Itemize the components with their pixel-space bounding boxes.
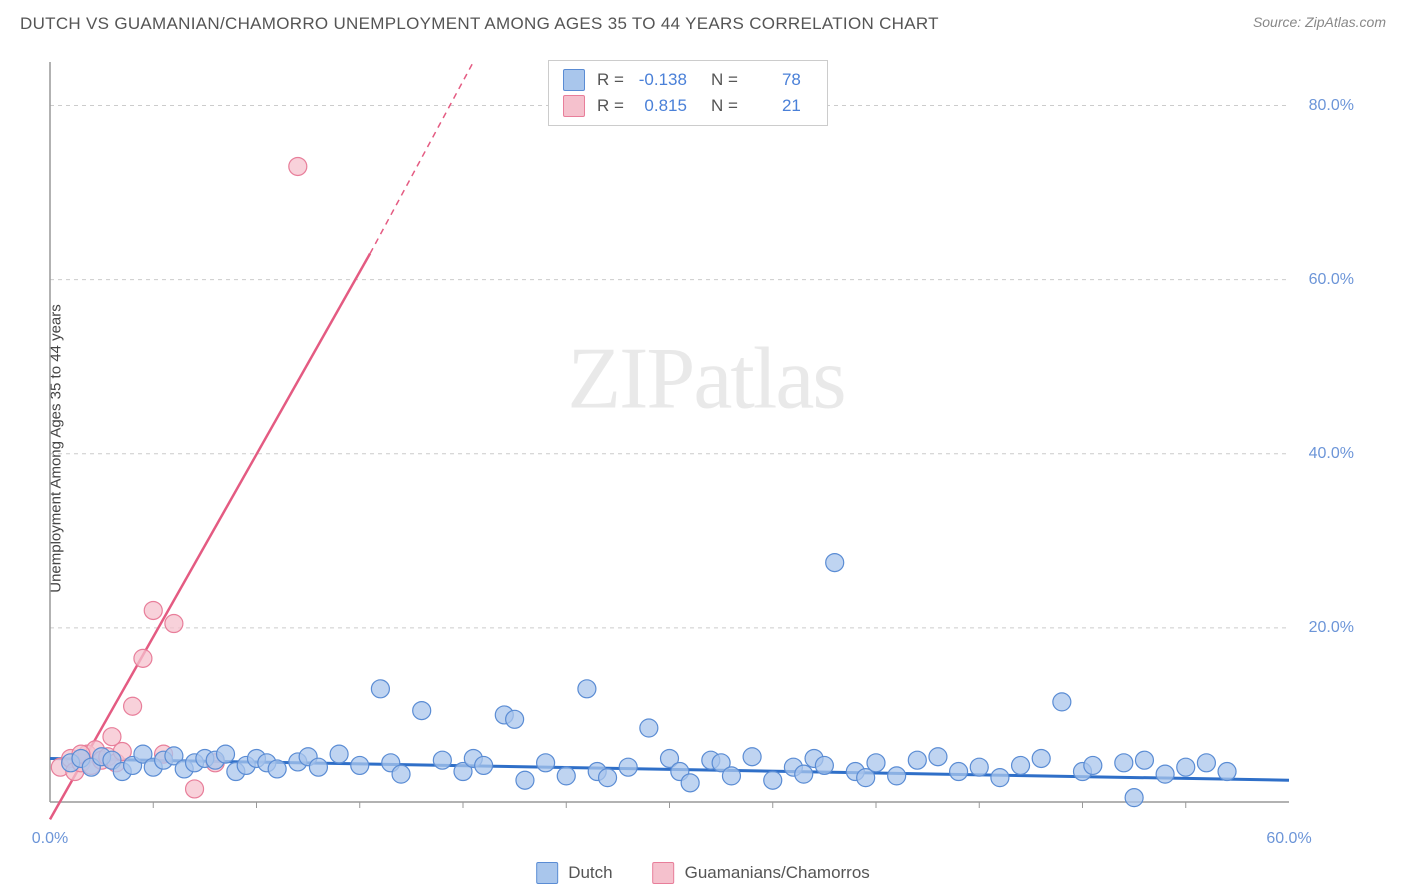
r-value-dutch: -0.138 <box>632 70 687 90</box>
y-tick-label: 60.0% <box>1309 271 1354 289</box>
source-attribution: Source: ZipAtlas.com <box>1253 14 1386 30</box>
n-value-guam: 21 <box>746 96 801 116</box>
bottom-legend: Dutch Guamanians/Chamorros <box>536 862 870 884</box>
legend-item-dutch: Dutch <box>536 862 612 884</box>
stats-row-guam: R = 0.815 N = 21 <box>563 93 813 119</box>
r-label: R = <box>597 96 624 116</box>
stats-row-dutch: R = -0.138 N = 78 <box>563 67 813 93</box>
swatch-blue <box>563 69 585 91</box>
r-label: R = <box>597 70 624 90</box>
y-tick-label: 80.0% <box>1309 97 1354 115</box>
legend-label-dutch: Dutch <box>568 863 612 883</box>
swatch-blue <box>536 862 558 884</box>
x-tick-label: 0.0% <box>32 830 68 848</box>
stats-legend-box: R = -0.138 N = 78 R = 0.815 N = 21 <box>548 60 828 126</box>
n-label: N = <box>711 70 738 90</box>
y-tick-label: 40.0% <box>1309 445 1354 463</box>
legend-label-guam: Guamanians/Chamorros <box>685 863 870 883</box>
legend-item-guam: Guamanians/Chamorros <box>653 862 870 884</box>
x-tick-label: 60.0% <box>1266 830 1311 848</box>
swatch-pink <box>563 95 585 117</box>
y-tick-label: 20.0% <box>1309 619 1354 637</box>
chart-title: DUTCH VS GUAMANIAN/CHAMORRO UNEMPLOYMENT… <box>20 14 939 34</box>
chart-container: Unemployment Among Ages 35 to 44 years Z… <box>48 60 1364 820</box>
scatter-plot <box>48 60 1364 820</box>
n-label: N = <box>711 96 738 116</box>
n-value-dutch: 78 <box>746 70 801 90</box>
swatch-pink <box>653 862 675 884</box>
r-value-guam: 0.815 <box>632 96 687 116</box>
